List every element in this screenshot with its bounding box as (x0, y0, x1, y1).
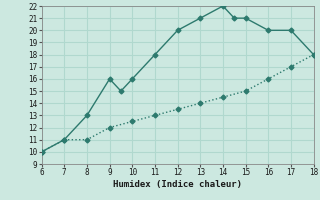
X-axis label: Humidex (Indice chaleur): Humidex (Indice chaleur) (113, 180, 242, 189)
